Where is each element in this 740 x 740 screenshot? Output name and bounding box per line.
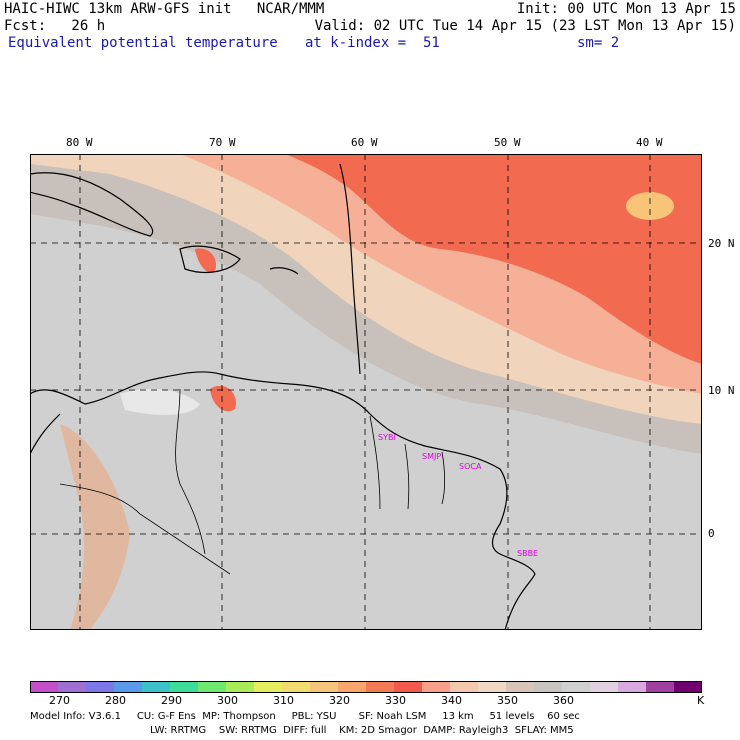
colorbar-label-350: 350	[497, 694, 518, 707]
theta-e-ridge-andes	[60, 424, 130, 630]
lat-lon-grid	[30, 154, 702, 630]
colorbar-swatch	[534, 681, 563, 693]
colorbar-swatch	[226, 681, 255, 693]
colorbar-label-330: 330	[385, 694, 406, 707]
model-info-line2: LW: RRTMG SW: RRTMG DIFF: full KM: 2D Sm…	[150, 725, 574, 736]
lat-label-20n: 20 N	[708, 237, 735, 250]
colorbar-swatch	[646, 681, 675, 693]
colorbar-label-300: 300	[217, 694, 238, 707]
colorbar-swatch	[310, 681, 339, 693]
map-frame	[30, 154, 702, 630]
colorbar-swatch	[674, 681, 702, 693]
colorbar-swatch	[58, 681, 87, 693]
lon-label-80w: 80 W	[66, 136, 93, 149]
colorbar-swatch	[394, 681, 423, 693]
colorbar-swatch	[170, 681, 199, 693]
colorbar-swatch	[590, 681, 619, 693]
colorbar-label-340: 340	[441, 694, 462, 707]
lat-label-10n: 10 N	[708, 384, 735, 397]
theta-e-hotspot-hispaniola	[195, 248, 216, 273]
colorbar-unit: K	[697, 694, 705, 707]
level-label: at k-index = 51	[305, 35, 440, 51]
colorbar-swatch	[254, 681, 283, 693]
colorbar-swatch	[338, 681, 367, 693]
colorbar-swatch	[450, 681, 479, 693]
smoothing-label: sm= 2	[577, 35, 620, 51]
map-panel: SYBI SMJP SOCA SBBE	[30, 154, 702, 630]
colorbar-label-360: 360	[553, 694, 574, 707]
colorbar-label-270: 270	[49, 694, 70, 707]
country-borders	[59, 388, 446, 575]
colorbar-label-310: 310	[273, 694, 294, 707]
coastlines	[30, 163, 536, 630]
plot-title: HAIC-HIWC 13km ARW-GFS init NCAR/MMM	[4, 1, 325, 17]
valid-time: Valid: 02 UTC Tue 14 Apr 15 (23 LST Mon …	[314, 18, 736, 34]
init-time: Init: 00 UTC Mon 13 Apr 15	[516, 1, 736, 17]
site-soca: SOCA	[459, 462, 482, 471]
colorbar-swatch	[562, 681, 591, 693]
lat-label-0: 0	[708, 527, 715, 540]
colorbar-swatch	[198, 681, 227, 693]
colorbar-swatch	[366, 681, 395, 693]
model-info-line1: Model Info: V3.6.1 CU: G-F Ens MP: Thomp…	[30, 711, 580, 722]
lon-label-60w: 60 W	[351, 136, 378, 149]
colorbar-swatch	[618, 681, 647, 693]
theta-e-max-core	[626, 192, 674, 220]
colorbar-swatch	[86, 681, 115, 693]
lon-label-50w: 50 W	[494, 136, 521, 149]
theta-e-band-330	[285, 154, 702, 364]
colorbar-swatch	[114, 681, 143, 693]
theta-e-hotspot	[210, 385, 236, 412]
lon-label-40w: 40 W	[636, 136, 663, 149]
colorbar-label-320: 320	[329, 694, 350, 707]
field-name: Equivalent potential temperature	[8, 35, 278, 51]
colorbar	[30, 681, 702, 693]
colorbar-swatch	[282, 681, 311, 693]
site-sbbe: SBBE	[517, 549, 538, 558]
lon-label-70w: 70 W	[209, 136, 236, 149]
colorbar-swatch	[506, 681, 535, 693]
colorbar-swatch	[30, 681, 59, 693]
colorbar-label-280: 280	[105, 694, 126, 707]
colorbar-frame	[30, 681, 702, 693]
colorbar-swatch	[478, 681, 507, 693]
colorbar-swatch	[422, 681, 451, 693]
site-smjp: SMJP	[422, 452, 441, 461]
forecast-hour: Fcst: 26 h	[4, 18, 106, 34]
colorbar-label-290: 290	[161, 694, 182, 707]
site-sybi: SYBI	[378, 433, 396, 442]
colorbar-swatch	[142, 681, 171, 693]
